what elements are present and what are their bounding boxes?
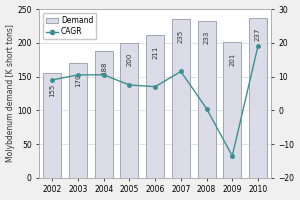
CAGR (128, 84, 131, 86)
Text: 200: 200 (126, 53, 132, 66)
Y-axis label: Molybdenum demand [K short tons]: Molybdenum demand [K short tons] (6, 24, 15, 162)
Text: 235: 235 (178, 29, 184, 43)
CAGR (76, 74, 80, 76)
CAGR (153, 85, 157, 88)
Bar (43, 73, 61, 178)
Line: CAGR: CAGR (50, 44, 260, 158)
Bar (197, 21, 215, 178)
CAGR (50, 79, 54, 81)
Bar (95, 51, 113, 178)
Bar (172, 19, 190, 178)
Legend: Demand, CAGR: Demand, CAGR (43, 13, 96, 39)
CAGR (230, 155, 234, 157)
CAGR (102, 74, 106, 76)
Text: 201: 201 (229, 52, 235, 66)
Text: 155: 155 (49, 83, 55, 97)
Text: 188: 188 (101, 61, 107, 75)
Text: 237: 237 (255, 28, 261, 41)
Bar (223, 42, 241, 178)
Bar (249, 18, 267, 178)
Bar (146, 35, 164, 178)
Text: 233: 233 (203, 31, 209, 44)
Bar (120, 43, 138, 178)
CAGR (179, 70, 183, 73)
Text: 170: 170 (75, 73, 81, 87)
CAGR (256, 45, 260, 47)
Text: 211: 211 (152, 46, 158, 59)
Bar (69, 63, 87, 178)
CAGR (205, 107, 208, 110)
